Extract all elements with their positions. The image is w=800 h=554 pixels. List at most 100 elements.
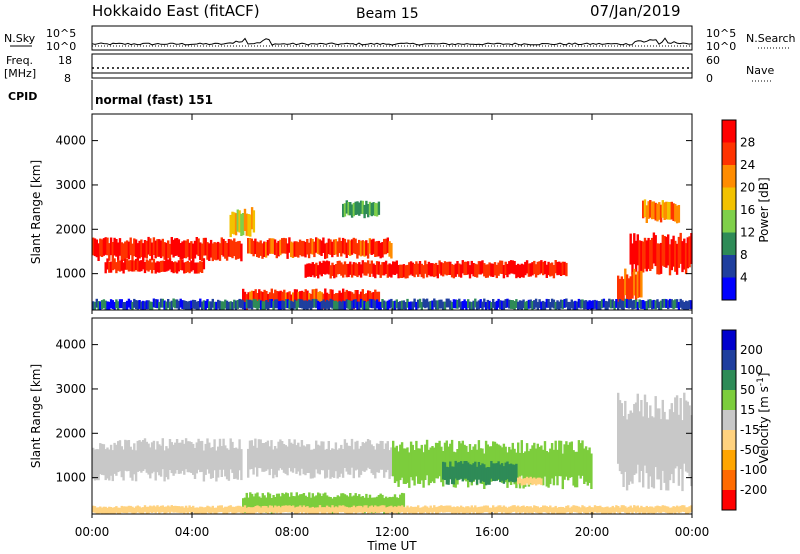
heatmap-cell [600, 507, 604, 514]
colorbar-swatch [722, 430, 736, 451]
heatmap-cell [257, 439, 261, 468]
heatmap-cell [493, 262, 497, 276]
heatmap-cell [277, 291, 281, 307]
heatmap-cell [247, 497, 250, 514]
x-tick-label: 20:00 [575, 525, 610, 539]
heatmap-cell [659, 506, 663, 514]
heatmap-cell [288, 496, 291, 513]
heatmap-cell [284, 299, 288, 308]
heatmap-cell [638, 299, 641, 309]
heatmap-cell [681, 241, 684, 273]
heatmap-cell [274, 497, 277, 513]
heatmap-cell [599, 301, 602, 310]
heatmap-cell [574, 451, 577, 488]
colorbar-swatch [722, 120, 736, 143]
heatmap-cell [468, 464, 472, 482]
heatmap-cell [365, 505, 368, 512]
heatmap-cell [229, 214, 232, 238]
heatmap-cell [95, 239, 98, 258]
heatmap-cell [317, 292, 320, 308]
heatmap-cell [325, 260, 329, 274]
heatmap-cell [345, 299, 348, 309]
heatmap-cell [663, 411, 666, 483]
heatmap-cell [186, 260, 189, 272]
heatmap-cell [497, 298, 500, 308]
heatmap-cell [379, 264, 382, 278]
heatmap-cell [388, 450, 391, 479]
heatmap-cell [670, 201, 673, 220]
heatmap-cell [381, 299, 384, 308]
heatmap-cell [372, 263, 375, 277]
freq-strip-frame [91, 53, 693, 79]
heatmap-cell [147, 443, 150, 475]
heatmap-cell [361, 289, 364, 305]
heatmap-cell [417, 263, 420, 277]
power-heatmap [92, 199, 693, 310]
heatmap-cell [213, 507, 216, 514]
heatmap-cell [479, 506, 482, 514]
heatmap-cell [195, 301, 198, 310]
heatmap-cell [127, 260, 131, 272]
heatmap-cell [392, 440, 395, 477]
heatmap-cell [633, 300, 636, 309]
heatmap-cell [156, 261, 159, 273]
heatmap-cell [495, 264, 498, 279]
heatmap-cell [211, 447, 214, 478]
heatmap-cell [661, 200, 664, 218]
heatmap-cell [418, 298, 422, 308]
y-tick-label: 3000 [55, 178, 86, 192]
heatmap-cell [538, 261, 541, 275]
heatmap-cell [470, 260, 473, 275]
heatmap-cell [374, 300, 377, 310]
heatmap-cell [675, 395, 679, 467]
heatmap-cell [374, 241, 377, 257]
heatmap-cell [558, 440, 561, 477]
heatmap-cell [163, 450, 166, 482]
heatmap-cell [645, 300, 648, 310]
heatmap-cell [318, 291, 322, 307]
heatmap-cell [663, 236, 666, 267]
heatmap-cell [109, 299, 113, 309]
heatmap-cell [425, 298, 429, 308]
heatmap-cell [106, 237, 109, 256]
heatmap-cell [400, 264, 404, 278]
heatmap-cell [220, 446, 223, 477]
heatmap-cell [602, 507, 606, 514]
heatmap-cell [150, 506, 154, 513]
heatmap-cell [625, 274, 629, 301]
colorbar-swatch [722, 277, 736, 301]
heatmap-cell [520, 506, 523, 513]
heatmap-cell [136, 505, 139, 513]
heatmap-cell [492, 441, 495, 477]
heatmap-cell [140, 301, 143, 310]
heatmap-cell [652, 299, 656, 309]
heatmap-cell [263, 289, 266, 306]
heatmap-cell [422, 452, 425, 488]
heatmap-cell [218, 505, 222, 513]
heatmap-cell [388, 506, 391, 513]
heatmap-cell [181, 506, 184, 513]
heatmap-cell [177, 506, 181, 513]
heatmap-cell [674, 203, 677, 222]
heatmap-cell [322, 237, 325, 253]
heatmap-cell [266, 240, 270, 256]
heatmap-cell [618, 278, 622, 306]
heatmap-cell [150, 242, 154, 261]
heatmap-cell [145, 441, 148, 473]
heatmap-cell [675, 299, 679, 308]
heatmap-cell [179, 442, 182, 474]
heatmap-cell [679, 505, 682, 513]
heatmap-cell [188, 300, 191, 310]
heatmap-cell [454, 507, 457, 514]
heatmap-cell [324, 449, 327, 479]
heatmap-cell [259, 291, 263, 307]
heatmap-cell [313, 448, 316, 478]
heatmap-cell [129, 300, 132, 310]
heatmap-cell [248, 238, 252, 254]
heatmap-cell [449, 261, 452, 275]
heatmap-cell [115, 239, 118, 257]
heatmap-cell [99, 301, 102, 310]
heatmap-cell [279, 239, 282, 256]
heatmap-cell [640, 300, 643, 309]
heatmap-cell [177, 260, 181, 272]
